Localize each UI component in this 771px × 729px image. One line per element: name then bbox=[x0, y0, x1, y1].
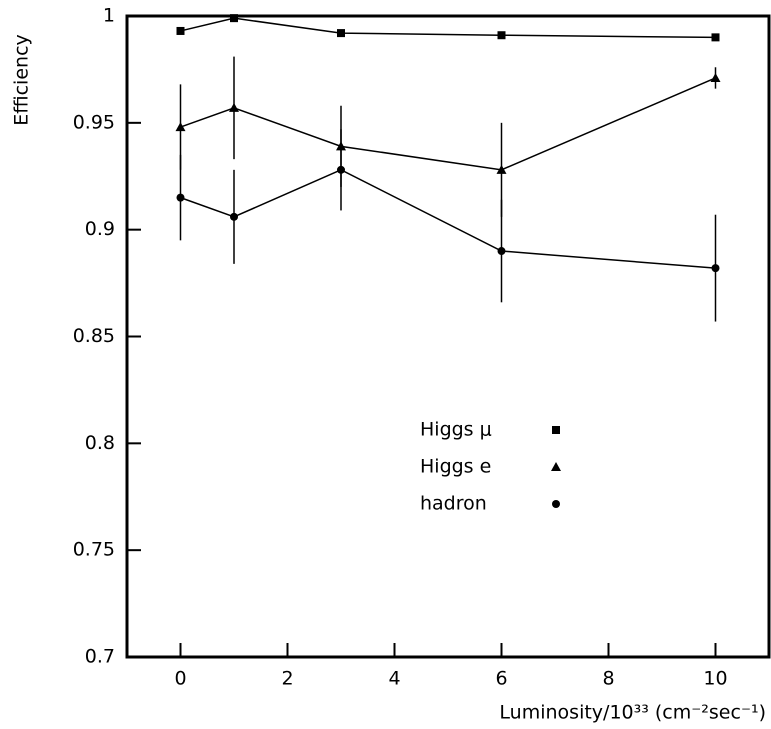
marker bbox=[230, 14, 238, 23]
marker bbox=[176, 26, 185, 35]
x-tick-label: 10 bbox=[703, 668, 727, 690]
x-axis-label: Luminosity/10³³ (cm⁻²sec⁻¹) bbox=[499, 702, 766, 724]
y-tick-label: 0.95 bbox=[73, 111, 115, 133]
x-tick-label: 0 bbox=[174, 668, 186, 690]
y-tick-label: 0.85 bbox=[73, 325, 115, 347]
y-tick-label: 0.75 bbox=[73, 539, 115, 561]
y-tick-label: 0.8 bbox=[85, 432, 115, 454]
marker bbox=[496, 164, 507, 174]
marker bbox=[711, 33, 720, 42]
legend-marker bbox=[551, 462, 561, 471]
marker bbox=[229, 102, 239, 112]
series-line bbox=[180, 17, 716, 39]
legend-label: hadron bbox=[420, 493, 487, 515]
marker bbox=[711, 264, 720, 273]
legend-marker bbox=[552, 426, 560, 434]
legend-marker bbox=[552, 500, 560, 508]
x-tick-label: 4 bbox=[388, 668, 400, 690]
marker bbox=[337, 29, 345, 38]
series-line bbox=[180, 77, 716, 171]
marker bbox=[337, 165, 345, 174]
x-tick-label: 2 bbox=[281, 668, 293, 690]
marker bbox=[176, 193, 185, 202]
y-tick-label: 1 bbox=[103, 5, 115, 27]
legend-label: Higgs e bbox=[420, 456, 491, 478]
marker bbox=[175, 122, 186, 132]
y-axis-label: Efficiency bbox=[11, 34, 33, 126]
marker bbox=[710, 72, 721, 82]
marker bbox=[230, 212, 238, 221]
y-tick-label: 0.7 bbox=[85, 646, 115, 668]
legend-label: Higgs μ bbox=[420, 419, 492, 441]
series-line bbox=[180, 169, 716, 269]
x-tick-label: 6 bbox=[495, 668, 507, 690]
y-tick-label: 0.9 bbox=[85, 218, 115, 240]
x-tick-label: 8 bbox=[602, 668, 614, 690]
marker bbox=[497, 247, 506, 256]
marker bbox=[497, 31, 506, 40]
